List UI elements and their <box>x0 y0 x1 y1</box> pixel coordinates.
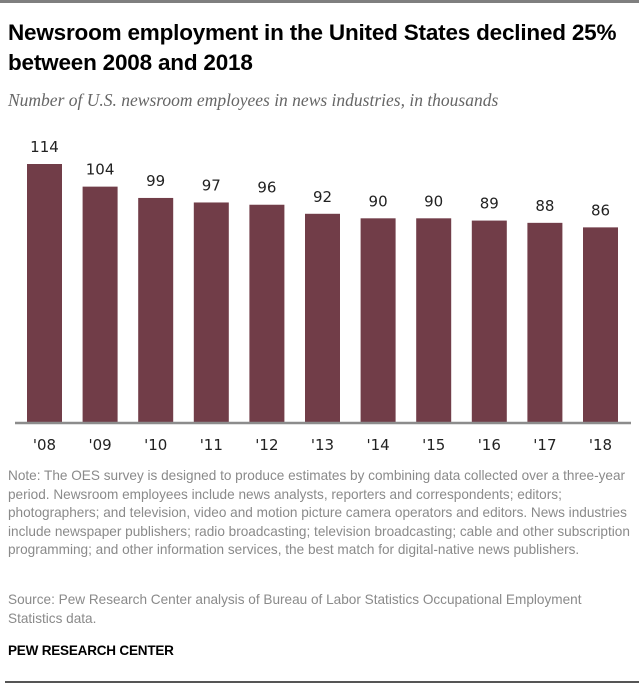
chart-title: Newsroom employment in the United States… <box>8 20 617 75</box>
value-labels-group: 114 104 99 97 96 92 90 90 89 88 86 <box>30 138 610 219</box>
x-tick-label: '14 <box>366 436 389 454</box>
bar-12 <box>249 204 285 422</box>
chart-subtitle: Number of U.S. newsroom employees in new… <box>8 90 499 110</box>
top-rule <box>0 0 639 3</box>
x-tick-label: '09 <box>88 436 111 454</box>
x-tick-label: '17 <box>533 436 556 454</box>
brand-logo-text: PEW RESEARCH CENTER <box>8 643 174 658</box>
x-tick-label: '08 <box>33 436 56 454</box>
x-tick-label: '11 <box>200 436 223 454</box>
bar-11 <box>193 202 229 422</box>
bottom-rule <box>5 681 639 683</box>
data-label: 104 <box>86 161 115 179</box>
data-label: 114 <box>30 138 59 156</box>
x-tick-label: '13 <box>311 436 334 454</box>
bar-15 <box>416 218 452 422</box>
data-label: 90 <box>369 192 388 210</box>
bar-14 <box>360 218 396 422</box>
bar-17 <box>527 222 563 422</box>
x-tick-label: '16 <box>478 436 501 454</box>
chart-note: Note: The OES survey is designed to prod… <box>8 468 630 558</box>
x-tick-labels-group: '08 '09 '10 '11 '12 '13 '14 '15 '16 '17 '18 <box>33 436 612 454</box>
x-tick-label: '18 <box>589 436 612 454</box>
bar-18 <box>583 227 618 422</box>
bar-chart: 114 104 99 97 96 92 90 90 89 88 86 '08 '09 '10 '11 '12… <box>15 138 631 454</box>
data-label: 96 <box>257 179 276 197</box>
data-label: 97 <box>202 176 221 194</box>
bar-16 <box>471 220 507 422</box>
data-label: 86 <box>591 201 610 219</box>
data-label: 92 <box>313 188 332 206</box>
data-label: 90 <box>424 192 443 210</box>
x-tick-label: '15 <box>422 436 445 454</box>
bars-group <box>27 164 618 422</box>
x-tick-label: '10 <box>144 436 167 454</box>
data-label: 89 <box>480 195 499 213</box>
data-label: 99 <box>146 172 165 190</box>
bar-13 <box>305 213 340 422</box>
x-tick-label: '12 <box>255 436 278 454</box>
bar-10 <box>138 197 174 422</box>
chart-source: Source: Pew Research Center analysis of … <box>8 592 582 626</box>
data-label: 88 <box>535 197 554 215</box>
bar-08 <box>27 164 62 422</box>
bar-09 <box>82 186 118 422</box>
